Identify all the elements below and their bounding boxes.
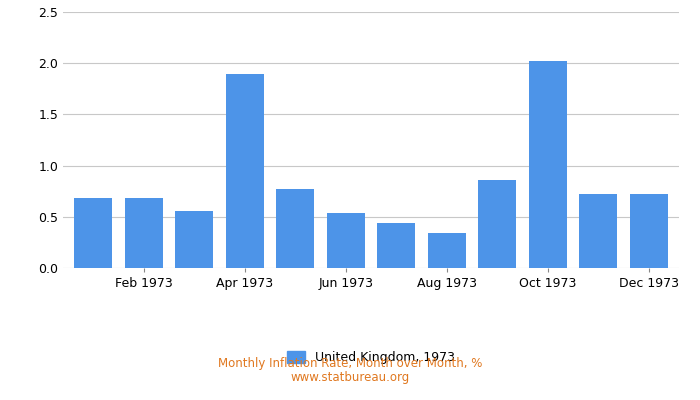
Bar	[428, 233, 466, 268]
Bar	[377, 223, 415, 268]
Bar	[226, 74, 264, 268]
Text: www.statbureau.org: www.statbureau.org	[290, 372, 410, 384]
Text: Monthly Inflation Rate, Month over Month, %: Monthly Inflation Rate, Month over Month…	[218, 358, 482, 370]
Bar	[478, 180, 516, 268]
Bar	[74, 198, 112, 268]
Bar	[125, 198, 162, 268]
Bar	[528, 61, 567, 268]
Bar	[630, 194, 668, 268]
Legend: United Kingdom, 1973: United Kingdom, 1973	[281, 346, 461, 369]
Bar	[276, 189, 314, 268]
Bar	[327, 213, 365, 268]
Bar	[175, 211, 214, 268]
Bar	[580, 194, 617, 268]
